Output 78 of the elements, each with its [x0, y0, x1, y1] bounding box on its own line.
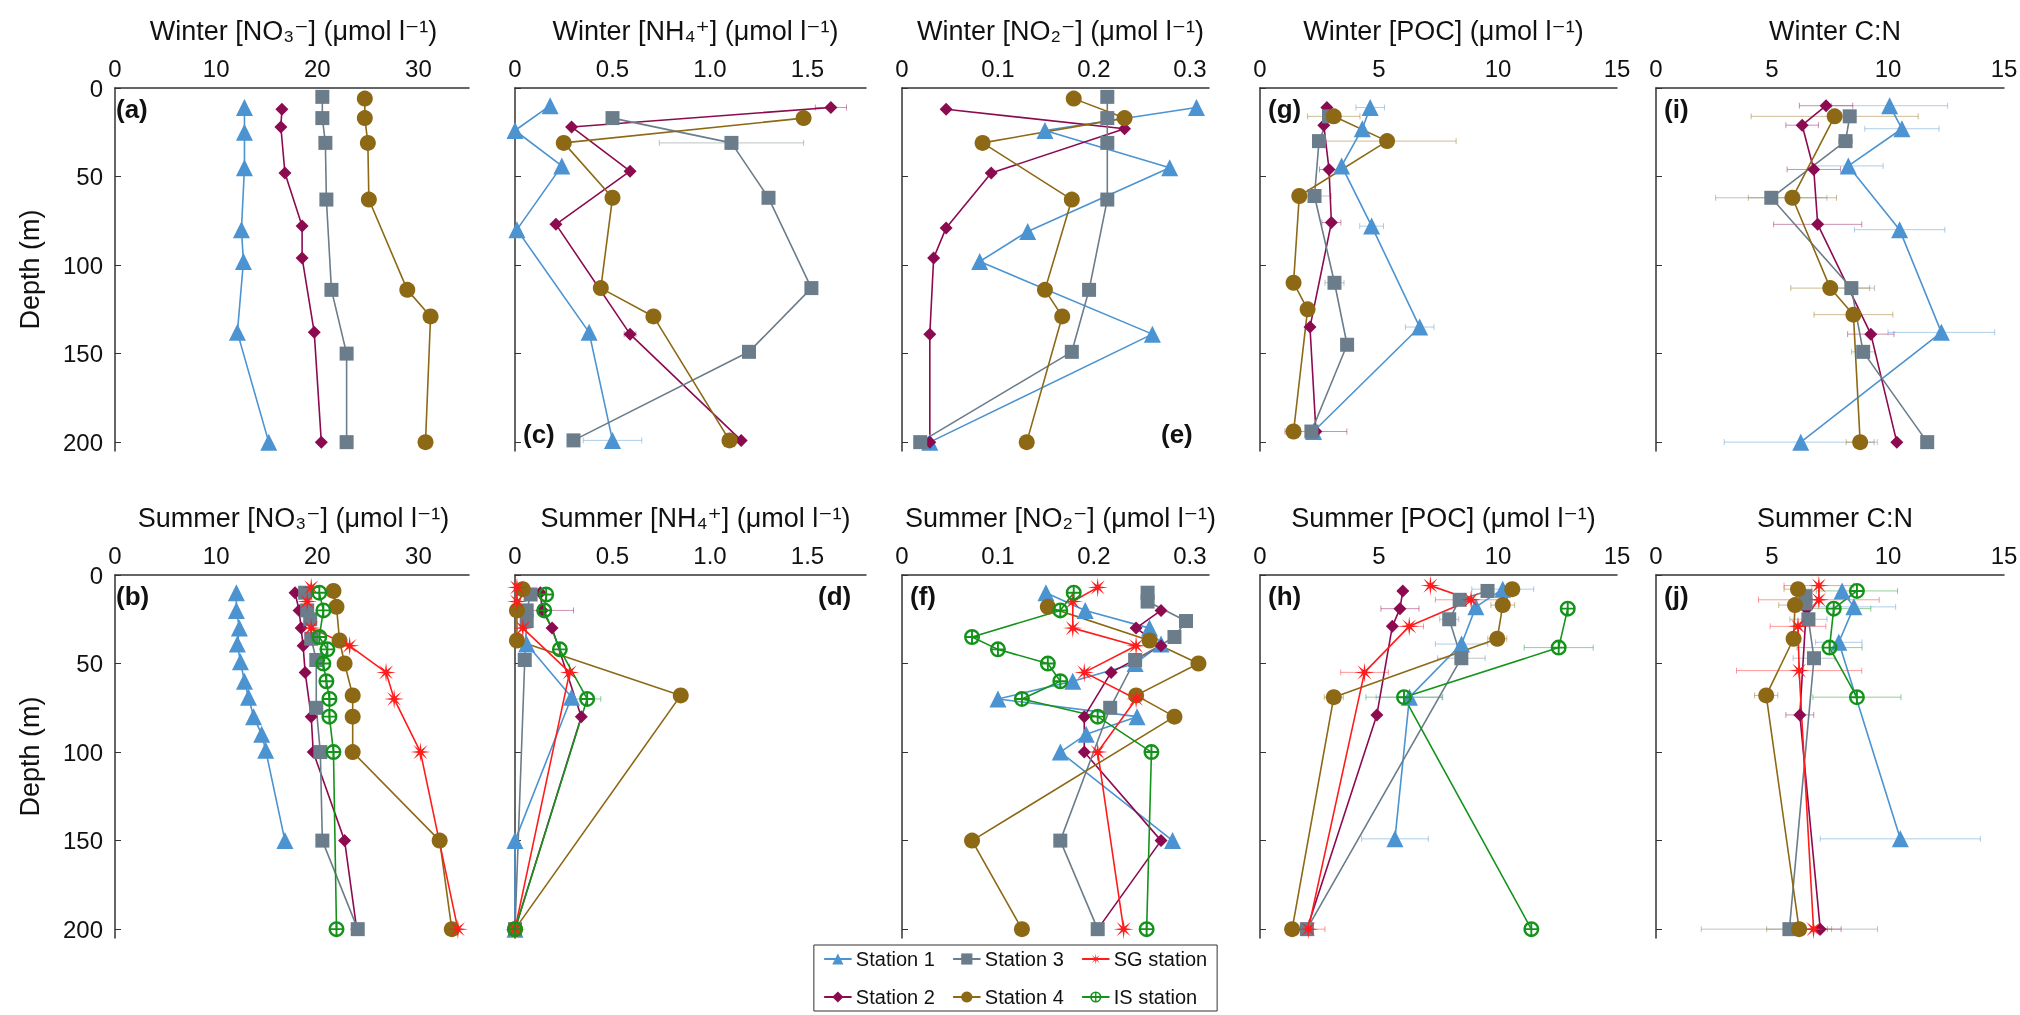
y-tick-label: 0 — [89, 561, 103, 589]
x-tick-label: 1.0 — [693, 541, 727, 569]
chart-title: Summer C:N — [1756, 502, 1914, 533]
annotation: (b) — [116, 581, 150, 611]
annotation: (d) — [818, 581, 852, 611]
x-tick-label: 10 — [1874, 541, 1902, 569]
annotation: (h) — [1268, 581, 1302, 611]
chart-title: Summer [NO₃⁻] (μmol l⁻¹) — [137, 502, 450, 533]
legend-label: Station 3 — [984, 948, 1064, 970]
x-tick-label: 15 — [1603, 541, 1631, 569]
x-tick-label: 15 — [1603, 54, 1631, 82]
y-tick-label: 150 — [62, 827, 103, 855]
x-tick-label: 0.5 — [595, 54, 630, 82]
chart-title: Summer [POC] (μmol l⁻¹) — [1291, 502, 1596, 533]
x-tick-label: 30 — [405, 541, 432, 569]
x-tick-label: 0.3 — [1173, 54, 1207, 82]
x-tick-label: 0.2 — [1077, 541, 1111, 569]
x-tick-label: 1.5 — [790, 54, 825, 82]
chart-title: Summer [NH₄⁺] (μmol l⁻¹) — [540, 502, 851, 533]
x-tick-label: 5 — [1372, 54, 1386, 82]
annotation: (j) — [1664, 581, 1689, 611]
x-tick-label: 0 — [108, 541, 122, 569]
x-tick-label: 0.3 — [1173, 541, 1207, 569]
y-axis-title: Depth (m) — [14, 696, 45, 817]
annotation: (e) — [1161, 419, 1193, 449]
x-tick-label: 1.0 — [693, 54, 727, 82]
legend-label: Station 4 — [984, 986, 1064, 1008]
x-tick-label: 10 — [202, 54, 230, 82]
x-tick-label: 20 — [303, 54, 331, 82]
y-axis-title: Depth (m) — [14, 209, 45, 330]
legend-label: Station 2 — [855, 986, 935, 1008]
x-tick-label: 0 — [895, 54, 909, 82]
x-tick-label: 20 — [303, 541, 331, 569]
legend-label: SG station — [1113, 948, 1208, 970]
x-tick-label: 0 — [1253, 541, 1267, 569]
x-tick-label: 10 — [1484, 541, 1512, 569]
x-tick-label: 0 — [895, 541, 909, 569]
x-tick-label: 0 — [1253, 54, 1267, 82]
legend-label: Station 1 — [855, 948, 935, 970]
x-tick-label: 10 — [1874, 54, 1902, 82]
annotation: (f) — [910, 581, 936, 611]
chart-title: Winter [POC] (μmol l⁻¹) — [1303, 15, 1584, 46]
y-tick-label: 50 — [76, 650, 103, 678]
y-tick-label: 0 — [89, 74, 103, 102]
x-tick-label: 10 — [1484, 54, 1512, 82]
x-tick-label: 0.1 — [981, 54, 1015, 82]
x-tick-label: 0.1 — [981, 541, 1015, 569]
x-tick-label: 15 — [1990, 54, 2018, 82]
x-tick-label: 10 — [202, 541, 230, 569]
x-tick-label: 0 — [508, 54, 522, 82]
y-tick-label: 100 — [62, 738, 103, 766]
annotation: (i) — [1664, 94, 1689, 124]
x-tick-label: 0 — [1649, 541, 1663, 569]
x-tick-label: 0.5 — [595, 541, 630, 569]
x-tick-label: 1.5 — [790, 541, 825, 569]
x-tick-label: 30 — [405, 54, 432, 82]
y-tick-label: 50 — [76, 163, 103, 191]
y-tick-label: 100 — [62, 251, 103, 279]
annotation: (g) — [1268, 94, 1302, 124]
x-tick-label: 0.2 — [1077, 54, 1111, 82]
x-tick-label: 0 — [108, 54, 122, 82]
x-tick-label: 5 — [1765, 541, 1779, 569]
annotation: (a) — [116, 94, 148, 124]
chart-title: Winter [NH₄⁺] (μmol l⁻¹) — [552, 15, 839, 46]
x-tick-label: 15 — [1990, 541, 2018, 569]
x-tick-label: 0 — [508, 541, 522, 569]
chart-title: Winter [NO₂⁻] (μmol l⁻¹) — [916, 15, 1205, 46]
y-tick-label: 200 — [62, 915, 103, 943]
chart-title: Winter [NO₃⁻] (μmol l⁻¹) — [149, 15, 438, 46]
x-tick-label: 5 — [1765, 54, 1779, 82]
chart-title: Winter C:N — [1768, 15, 1902, 46]
x-tick-label: 0 — [1649, 54, 1663, 82]
x-tick-label: 5 — [1372, 541, 1386, 569]
y-tick-label: 150 — [62, 340, 103, 368]
chart-title: Summer [NO₂⁻] (μmol l⁻¹) — [904, 502, 1217, 533]
legend-label: IS station — [1113, 986, 1198, 1008]
annotation: (c) — [523, 419, 555, 449]
y-tick-label: 200 — [62, 428, 103, 456]
